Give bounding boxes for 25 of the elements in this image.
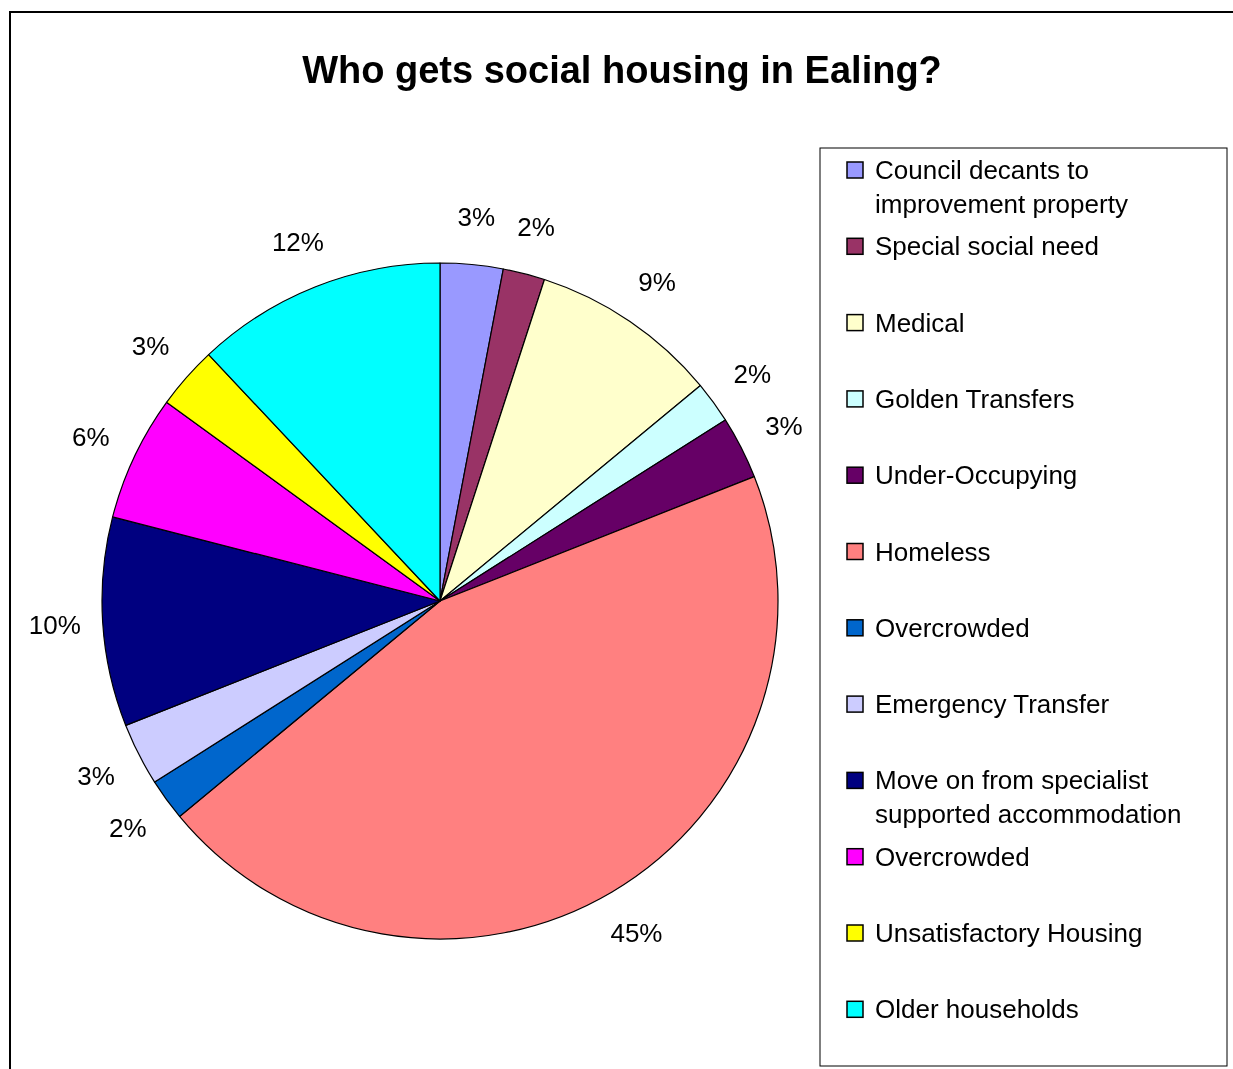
data-label: 6% — [71, 421, 110, 452]
data-label: 2% — [517, 212, 555, 243]
data-label: 3% — [131, 330, 170, 361]
data-label: 3% — [457, 201, 496, 232]
legend-label: Special social need — [875, 231, 1100, 262]
chart-title: Who gets social housing in Ealing? — [302, 49, 942, 91]
data-label: 12% — [271, 227, 324, 258]
legend-label: Unsatisfactory Housing — [875, 918, 1143, 948]
legend-label: Overcrowded — [875, 612, 1030, 643]
legend-label: Golden Transfers — [875, 383, 1075, 414]
data-label: 45% — [610, 918, 663, 949]
legend-label: Emergency Transfer — [875, 689, 1110, 720]
data-label: 3% — [765, 410, 803, 441]
legend-label: Homeless — [875, 536, 991, 567]
data-label: 2% — [733, 359, 772, 390]
legend-label: Under-Occupying — [875, 460, 1078, 491]
legend-label: Move on from specialist supported accommodation — [875, 765, 1182, 830]
legend-label: Older households — [875, 994, 1079, 1025]
legend-label: Medical — [875, 307, 965, 338]
data-label: 9% — [638, 266, 676, 297]
legend-label: Overcrowded — [875, 841, 1030, 872]
legend-label: Council decants to improvement property — [875, 155, 1128, 219]
data-label: 10% — [28, 610, 81, 641]
data-label: 2% — [108, 812, 147, 843]
data-label: 3% — [77, 761, 115, 792]
